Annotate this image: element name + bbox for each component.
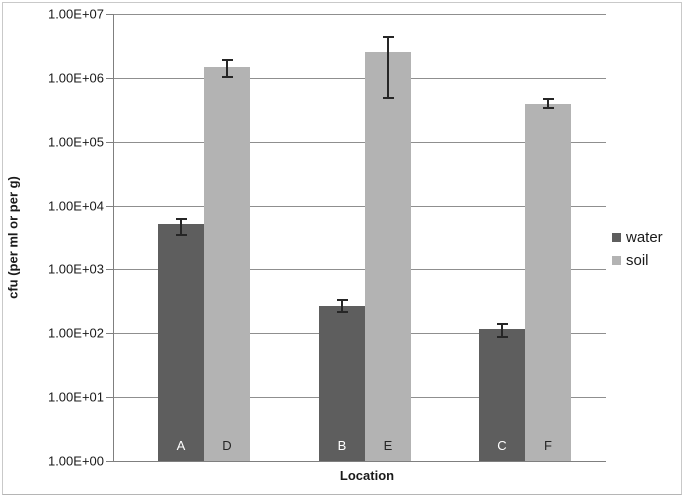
y-axis-tick — [106, 269, 113, 271]
y-axis-tick — [106, 77, 113, 79]
error-bar-A — [175, 217, 187, 237]
y-tick-label: 1.00E+06 — [47, 70, 104, 86]
gridline — [114, 14, 606, 15]
gridline — [114, 205, 606, 207]
error-bar-stem — [501, 322, 503, 338]
y-tick-label: 1.00E+07 — [47, 6, 104, 22]
bar-label-F: F — [544, 438, 552, 453]
y-axis-tick — [106, 333, 113, 335]
y-tick-label: 1.00E+00 — [47, 453, 104, 469]
plot-area: A B C D E F — [106, 14, 606, 462]
bar-label-D: D — [222, 438, 232, 453]
legend-label: soil — [626, 252, 649, 269]
y-axis-tick — [106, 397, 113, 399]
error-bar-B — [336, 299, 348, 314]
y-axis-tick — [106, 14, 113, 15]
bar-label-E: E — [383, 438, 393, 453]
error-bar-stem — [341, 299, 343, 313]
bar-A-water: A — [158, 223, 204, 461]
error-bar-stem — [226, 58, 228, 78]
y-axis-title: cfu (per ml or per g) — [5, 176, 21, 299]
y-tick-label: 1.00E+02 — [47, 325, 104, 341]
error-bar-E — [382, 35, 394, 100]
legend: water soil — [612, 226, 663, 272]
bar-label-C: C — [497, 438, 507, 453]
bar-label-A: A — [176, 438, 186, 453]
y-axis-tick — [106, 141, 113, 143]
bar-F-soil: F — [525, 103, 571, 461]
legend-item-soil: soil — [612, 249, 663, 272]
error-bar-F — [542, 97, 554, 110]
legend-item-water: water — [612, 226, 663, 249]
y-tick-label: 1.00E+01 — [47, 389, 104, 405]
error-bar-D — [221, 58, 233, 79]
gridline — [114, 269, 606, 271]
error-bar-stem — [387, 35, 389, 99]
bar-D-soil: D — [204, 66, 250, 461]
legend-swatch-icon — [612, 256, 621, 265]
y-tick-label: 1.00E+03 — [47, 261, 104, 277]
legend-swatch-icon — [612, 233, 621, 242]
bar-E-soil: E — [365, 52, 411, 461]
bar-C-water: C — [479, 329, 525, 461]
gridline — [114, 77, 606, 79]
error-bar-C — [496, 322, 508, 338]
y-axis-tick — [106, 461, 113, 462]
bar-B-water: B — [319, 305, 365, 461]
y-tick-label: 1.00E+04 — [47, 198, 104, 214]
legend-label: water — [626, 229, 663, 246]
y-tick-label: 1.00E+05 — [47, 134, 104, 150]
error-bar-stem — [180, 217, 182, 237]
bar-label-B: B — [337, 438, 347, 453]
y-axis-tick — [106, 205, 113, 207]
gridline — [114, 141, 606, 143]
x-axis-title: Location — [339, 468, 395, 483]
error-bar-stem — [547, 97, 549, 110]
